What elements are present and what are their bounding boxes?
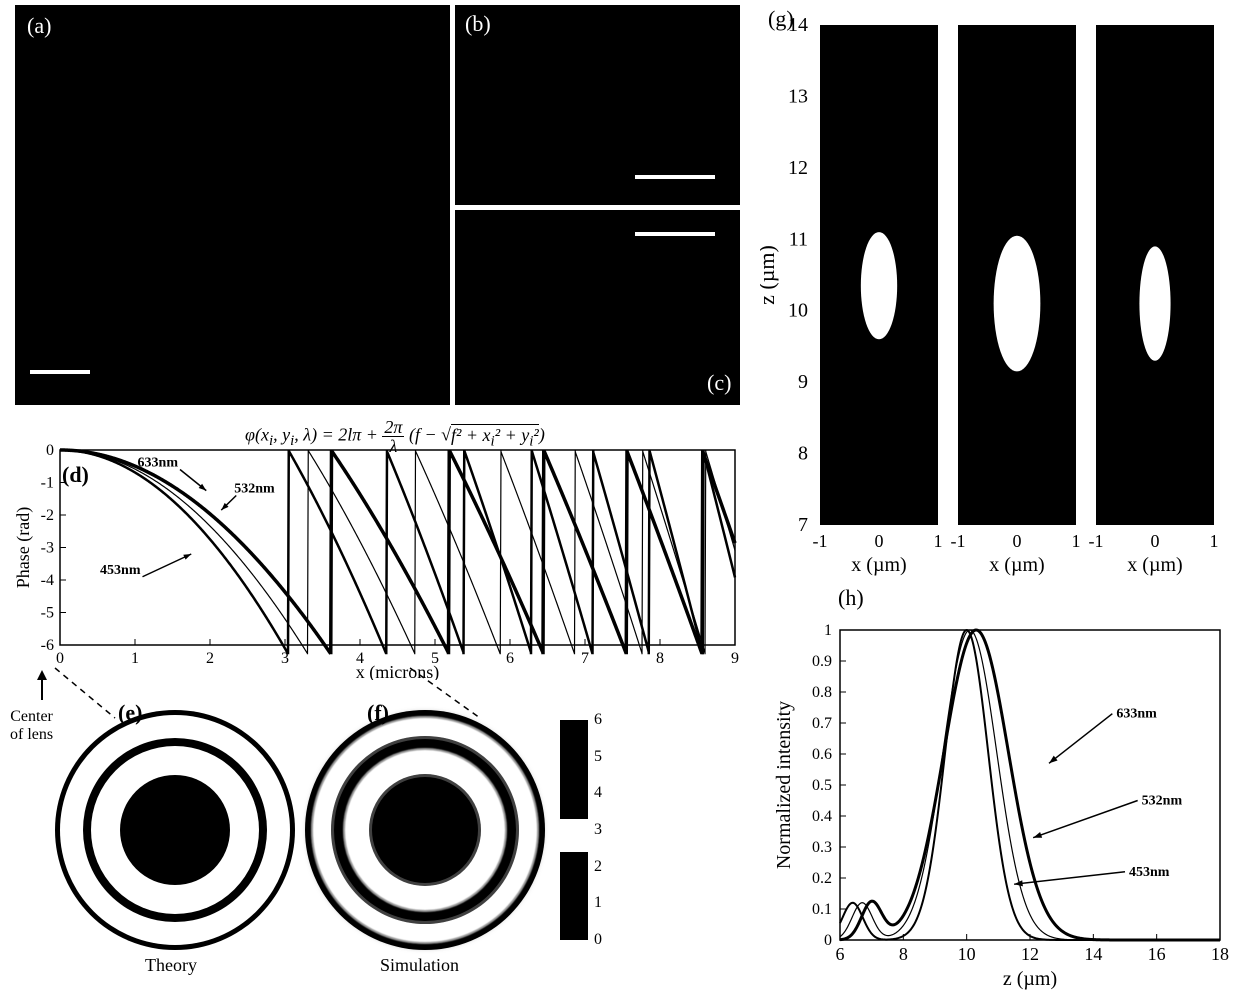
svg-text:0.1: 0.1 — [812, 901, 832, 918]
svg-text:0.5: 0.5 — [812, 777, 832, 794]
panel-e-caption: Theory — [145, 955, 197, 976]
svg-text:x (µm): x (µm) — [1127, 554, 1182, 576]
svg-text:633nm: 633nm — [1116, 707, 1157, 722]
panel-f-label: (f) — [367, 700, 389, 726]
svg-text:9: 9 — [798, 371, 808, 393]
svg-text:532nm: 532nm — [1142, 794, 1183, 809]
figure-root: (a) (b) (c) φ(xi, yi, λ) = 2lπ + 2π λ (f… — [0, 0, 1240, 1001]
svg-text:0.2: 0.2 — [812, 870, 832, 887]
panel-c-label: (c) — [703, 368, 735, 398]
svg-text:z (µm): z (µm) — [760, 245, 779, 305]
svg-text:0: 0 — [824, 932, 832, 949]
svg-text:0.6: 0.6 — [812, 746, 832, 763]
svg-text:8: 8 — [798, 443, 808, 465]
svg-text:0.7: 0.7 — [812, 715, 832, 732]
svg-text:x (µm): x (µm) — [851, 554, 906, 576]
svg-text:10: 10 — [958, 944, 976, 964]
panel-g-chart: 7891011121314z (µm)-101x (µm)-101x (µm)-… — [760, 5, 1235, 580]
svg-text:-1: -1 — [1089, 531, 1104, 551]
svg-text:x (µm): x (µm) — [989, 554, 1044, 576]
guide-lines — [0, 0, 760, 760]
panel-h-label: (h) — [838, 585, 864, 611]
svg-text:0.9: 0.9 — [812, 653, 832, 670]
svg-text:-1: -1 — [951, 531, 966, 551]
svg-text:12: 12 — [788, 157, 808, 179]
svg-text:18: 18 — [1211, 944, 1229, 964]
svg-text:12: 12 — [1021, 944, 1039, 964]
svg-text:1: 1 — [1072, 531, 1081, 551]
svg-text:13: 13 — [788, 85, 808, 107]
svg-text:Normalized intensity: Normalized intensity — [773, 701, 795, 869]
panel-d-label: (d) — [62, 462, 89, 488]
svg-text:453nm: 453nm — [1129, 865, 1170, 880]
colorbar — [560, 720, 588, 940]
svg-text:0: 0 — [1151, 531, 1160, 551]
svg-text:7: 7 — [798, 514, 808, 536]
svg-text:0.8: 0.8 — [812, 684, 832, 701]
panel-a-label: (a) — [23, 11, 55, 41]
svg-text:6: 6 — [836, 944, 845, 964]
svg-text:16: 16 — [1148, 944, 1166, 964]
svg-text:1: 1 — [824, 622, 832, 639]
panel-g-label: (g) — [768, 6, 794, 32]
panel-f-caption: Simulation — [380, 955, 459, 976]
svg-text:z (µm): z (µm) — [1003, 968, 1057, 990]
svg-text:-1: -1 — [813, 531, 828, 551]
svg-text:0.4: 0.4 — [812, 808, 832, 825]
svg-text:0.3: 0.3 — [812, 839, 832, 856]
panel-b-label: (b) — [461, 9, 495, 39]
svg-text:0: 0 — [875, 531, 884, 551]
svg-text:8: 8 — [899, 944, 908, 964]
svg-text:1: 1 — [1210, 531, 1219, 551]
panel-h-chart: 6 8 10 12 14 16 18 0 0.1 0.2 0.3 0.4 0.5 0.6 0.7 0.8 0.9… — [770, 615, 1230, 995]
svg-text:14: 14 — [1084, 944, 1102, 964]
svg-text:10: 10 — [788, 300, 808, 322]
svg-text:0: 0 — [1013, 531, 1022, 551]
svg-text:11: 11 — [789, 228, 808, 250]
panel-e-label: (e) — [118, 700, 142, 726]
svg-text:1: 1 — [934, 531, 943, 551]
